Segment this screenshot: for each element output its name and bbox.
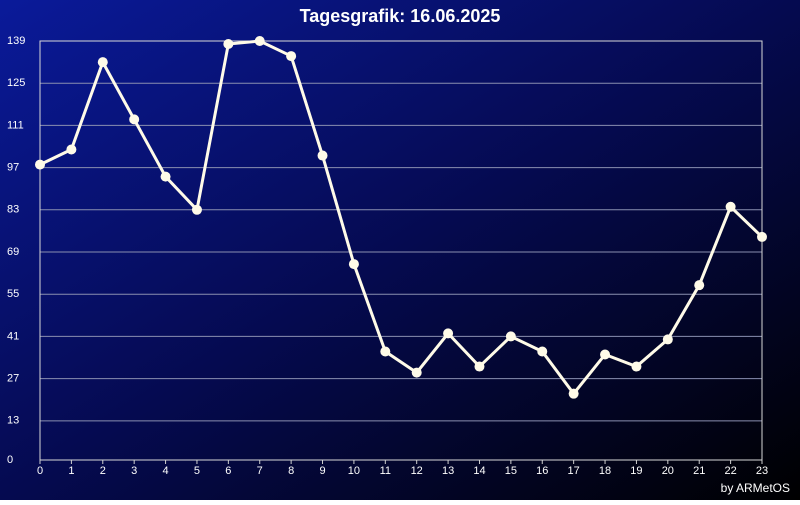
- data-point: [411, 367, 422, 378]
- data-point: [757, 231, 767, 242]
- x-tick-label: 5: [194, 465, 200, 477]
- data-point: [66, 144, 77, 155]
- x-tick-label: 18: [599, 465, 611, 477]
- chart-title: Tagesgrafik: 16.06.2025: [300, 6, 501, 26]
- data-point: [631, 361, 642, 372]
- x-tick-label: 22: [724, 465, 736, 477]
- data-point: [254, 36, 265, 46]
- data-point: [160, 171, 171, 182]
- y-tick-label: 55: [7, 288, 19, 300]
- footer: by ARMetOS: [721, 481, 790, 495]
- x-tick-label: 13: [442, 465, 454, 477]
- x-tick-label: 0: [37, 465, 43, 477]
- y-tick-label: 69: [7, 246, 19, 258]
- data-point: [348, 259, 359, 270]
- data-point: [191, 204, 202, 215]
- x-tick-label: 17: [568, 465, 580, 477]
- data-point: [443, 328, 454, 339]
- y-tick-label: 13: [7, 415, 19, 427]
- x-tick-label: 23: [756, 465, 768, 477]
- x-tick-label: 21: [693, 465, 705, 477]
- x-tick-label: 16: [536, 465, 548, 477]
- y-tick-label: 139: [7, 35, 25, 47]
- x-tick-label: 8: [288, 465, 294, 477]
- x-tick-label: 14: [473, 465, 485, 477]
- y-tick-label: 83: [7, 204, 19, 216]
- data-point: [35, 159, 45, 170]
- y-tick-label: 41: [7, 330, 19, 342]
- x-tick-label: 12: [411, 465, 423, 477]
- y-tick-label: 0: [7, 454, 13, 466]
- data-point: [537, 346, 548, 357]
- x-tick-label: 11: [380, 465, 391, 477]
- x-tick-label: 7: [257, 465, 263, 477]
- x-tick-label: 9: [319, 465, 325, 477]
- x-tick-label: 2: [100, 465, 106, 477]
- x-tick-label: 1: [68, 465, 74, 477]
- plot-border: [39, 40, 763, 461]
- y-tick-label: 27: [7, 373, 19, 385]
- x-tick-label: 4: [163, 465, 169, 477]
- data-point: [317, 150, 328, 161]
- data-point: [380, 346, 391, 357]
- x-tick-label: 6: [225, 465, 231, 477]
- data-point: [694, 280, 705, 291]
- x-tick-label: 20: [662, 465, 674, 477]
- data-line: [39, 39, 764, 397]
- data-point: [662, 334, 673, 345]
- y-tick-label: 97: [7, 162, 19, 174]
- data-point: [129, 114, 140, 125]
- x-tick-label: 3: [131, 465, 137, 477]
- x-tick-label: 10: [348, 465, 360, 477]
- data-point: [568, 388, 579, 399]
- data-point: [600, 349, 611, 360]
- data-point: [286, 51, 297, 62]
- y-tick-label: 125: [7, 77, 25, 89]
- data-point: [725, 201, 736, 212]
- data-point: [505, 331, 516, 342]
- data-point: [223, 39, 234, 50]
- data-point: [474, 361, 485, 372]
- data-point: [97, 57, 108, 68]
- x-tick-label: 15: [505, 465, 517, 477]
- y-tick-label: 111: [7, 119, 24, 131]
- x-tick-label: 19: [630, 465, 642, 477]
